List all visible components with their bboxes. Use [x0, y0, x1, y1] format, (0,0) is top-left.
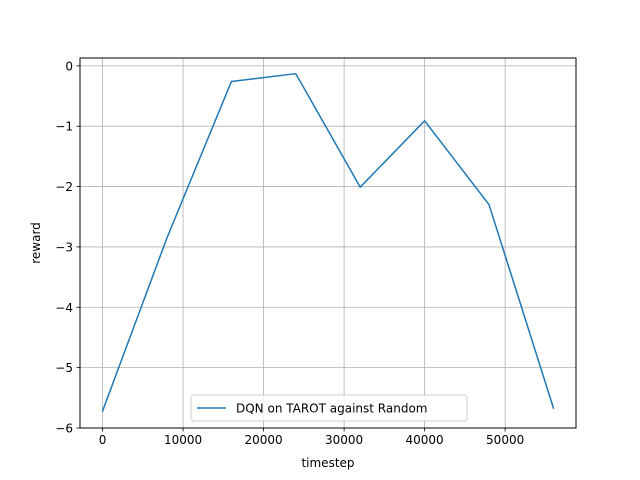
series-group — [101, 72, 555, 413]
y-tick-label: −4 — [55, 301, 73, 315]
y-tick-label: −5 — [55, 361, 73, 375]
y-tick-label: −1 — [55, 120, 73, 134]
y-tick-label: −3 — [55, 240, 73, 254]
y-tick-label: −2 — [55, 180, 73, 194]
legend-box — [190, 394, 468, 422]
x-tick-label: 20000 — [244, 433, 282, 447]
x-tick-label: 30000 — [325, 433, 363, 447]
y-tick-label: 0 — [65, 59, 73, 73]
x-tick-label: 10000 — [164, 433, 202, 447]
y-tick-label: −6 — [55, 422, 73, 436]
x-axis-ticks: 0 10000 20000 30000 40000 50000 — [99, 428, 524, 447]
x-tick-label: 50000 — [486, 433, 524, 447]
x-axis-label: timestep — [301, 456, 354, 470]
legend-entry-label: DQN on TAROT against Random — [236, 402, 428, 416]
y-axis-label: reward — [29, 222, 43, 264]
legend: DQN on TAROT against Random — [190, 394, 468, 422]
series-line — [101, 72, 555, 413]
x-tick-label: 0 — [99, 433, 107, 447]
x-tick-label: 40000 — [406, 433, 444, 447]
plot-frame — [79, 57, 577, 429]
y-axis-ticks: 0 −1 −2 −3 −4 −5 −6 — [55, 59, 80, 436]
plot-area — [80, 58, 576, 428]
